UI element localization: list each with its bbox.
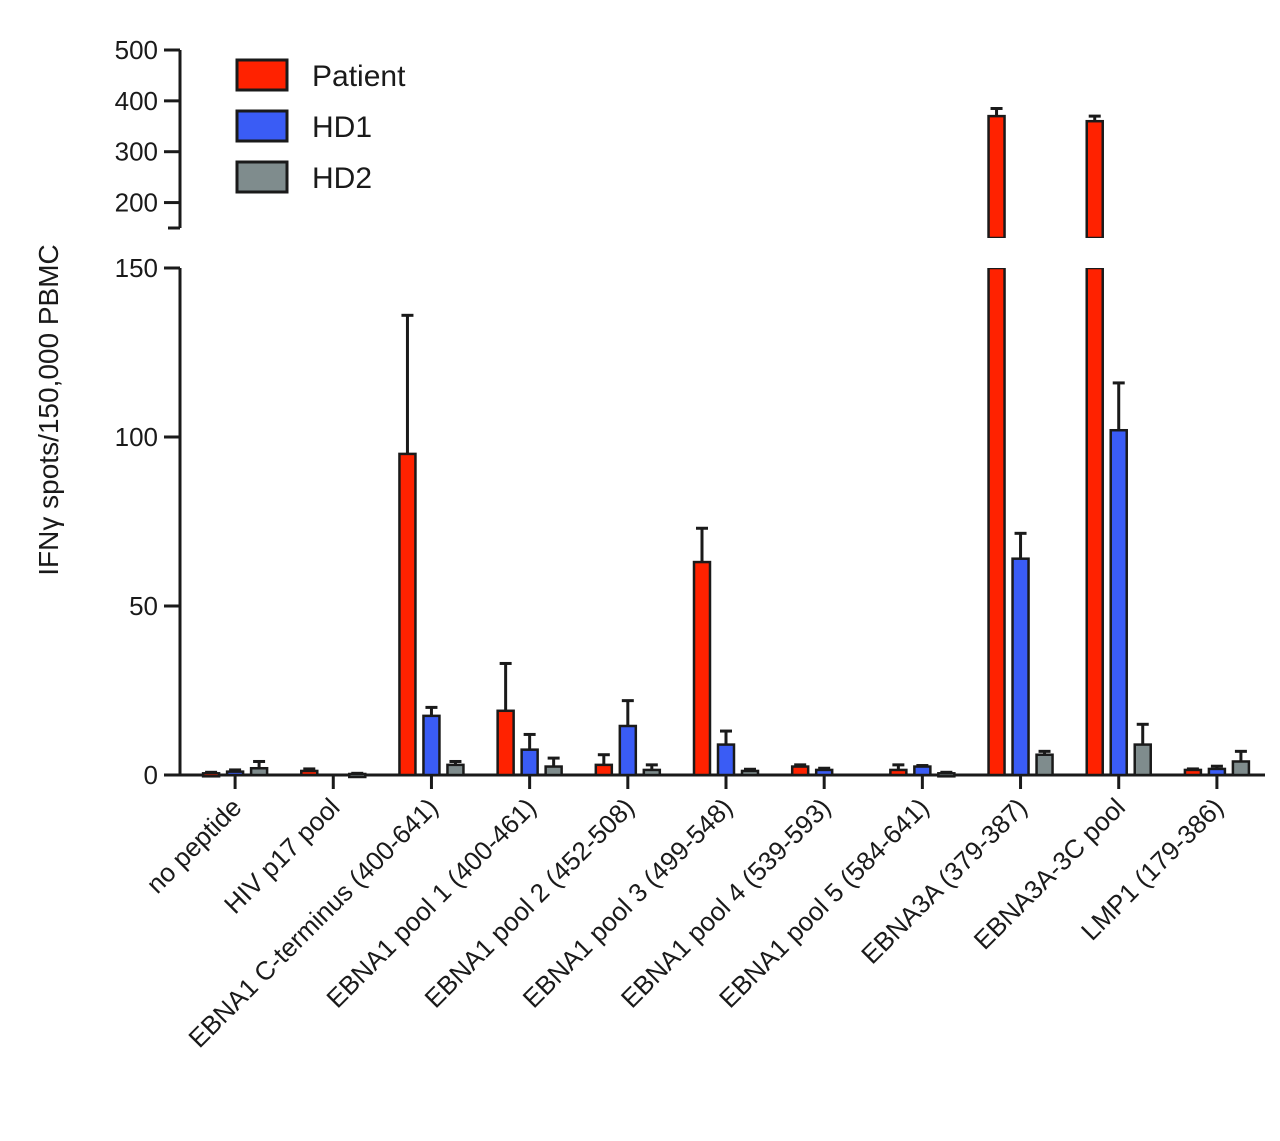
legend-label: HD1 — [312, 111, 372, 144]
bar — [1035, 753, 1054, 777]
bar — [814, 768, 834, 777]
bar — [249, 766, 269, 777]
bar — [422, 714, 441, 777]
legend-swatch — [235, 160, 289, 194]
bar — [1183, 768, 1203, 777]
bar — [913, 765, 932, 777]
bar — [1011, 557, 1030, 777]
legend-label: HD2 — [312, 162, 372, 195]
bar-upper — [1085, 119, 1104, 240]
bars-layer — [201, 106, 1251, 779]
legend-swatch — [235, 109, 289, 143]
bar — [987, 266, 1006, 777]
bar — [1085, 266, 1104, 777]
bar — [348, 772, 367, 779]
bar — [1231, 760, 1251, 777]
x-tick-label: no peptide — [140, 792, 247, 899]
y-tick-label: 200 — [115, 188, 158, 218]
y-tick-label: 50 — [129, 591, 158, 621]
bar — [716, 743, 736, 777]
bar — [692, 560, 712, 777]
bar — [520, 748, 539, 777]
legend: Patient HD1 HD2 — [235, 58, 406, 195]
bar — [496, 709, 515, 777]
y-tick-label: 150 — [115, 253, 158, 283]
bar-break-gap — [985, 238, 1008, 268]
bar — [446, 763, 465, 777]
y-tick-label: 100 — [115, 422, 158, 452]
y-tick-label: 400 — [115, 86, 158, 116]
legend-label: Patient — [312, 60, 406, 93]
bar — [740, 769, 760, 777]
bar — [642, 768, 662, 777]
bar — [300, 769, 319, 777]
legend-swatch — [235, 58, 289, 92]
x-tick-label: EBNA3A (379-387) — [855, 792, 1033, 970]
bar — [1133, 743, 1152, 777]
bar — [790, 765, 810, 777]
bar — [1109, 428, 1128, 777]
bar — [544, 765, 563, 777]
bar — [1207, 767, 1227, 777]
y-axis-label: IFNγ spots/150,000 PBMC — [33, 244, 64, 575]
bar — [594, 763, 614, 777]
bar — [889, 768, 908, 777]
y-tick-label: 0 — [144, 760, 158, 790]
bar-upper — [987, 114, 1006, 240]
bar — [618, 724, 638, 777]
bar — [937, 772, 956, 778]
bar-break-gap — [1083, 238, 1106, 268]
y-tick-label: 500 — [115, 35, 158, 65]
bar — [398, 452, 417, 777]
y-tick-label: 300 — [115, 137, 158, 167]
bar — [225, 770, 245, 777]
bar — [201, 772, 221, 778]
